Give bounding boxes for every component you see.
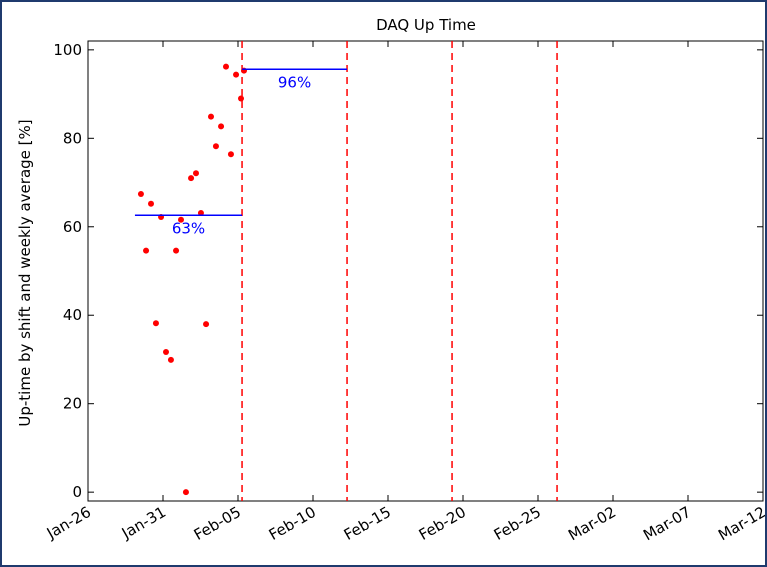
average-label: 63% [172,219,205,237]
data-point [218,123,225,130]
data-point [212,143,219,150]
x-tick-label: Feb-20 [416,503,469,544]
x-tick-label: Mar-02 [565,503,619,545]
y-tick-label: 40 [63,306,82,324]
x-tick-label: Feb-10 [266,503,319,544]
y-tick-label: 100 [53,41,82,59]
data-point [167,356,174,363]
x-tick-label: Feb-05 [191,503,244,544]
data-point [163,348,169,355]
plot-frame [87,40,764,502]
x-tick-label: Jan-26 [43,503,94,543]
x-tick-label: Feb-15 [341,503,394,544]
x-tick-label: Mar-07 [640,503,694,545]
data-point [227,151,234,158]
data-point [152,320,159,327]
data-point [233,71,240,78]
y-tick-label: 0 [72,483,82,501]
y-axis-label: Up-time by shift and weekly average [%] [16,119,34,426]
data-point [182,489,189,496]
y-tick-label: 60 [63,218,82,236]
x-tick-label: Mar-12 [715,503,765,545]
chart-title: DAQ Up Time [376,16,476,34]
data-point [173,247,180,254]
x-tick-label: Jan-31 [118,503,169,543]
data-point [137,191,144,198]
data-point [241,67,247,74]
data-point [188,175,195,182]
data-point [203,321,210,328]
data-point [193,170,199,177]
data-point [143,247,150,254]
data-point [223,63,229,70]
average-label: 96% [278,73,311,91]
data-point [238,95,244,102]
y-tick-label: 20 [63,395,82,413]
x-tick-label: Feb-25 [491,503,544,544]
data-point [208,113,214,120]
data-point [148,200,154,207]
data-point [178,216,184,223]
y-tick-label: 80 [63,129,82,147]
